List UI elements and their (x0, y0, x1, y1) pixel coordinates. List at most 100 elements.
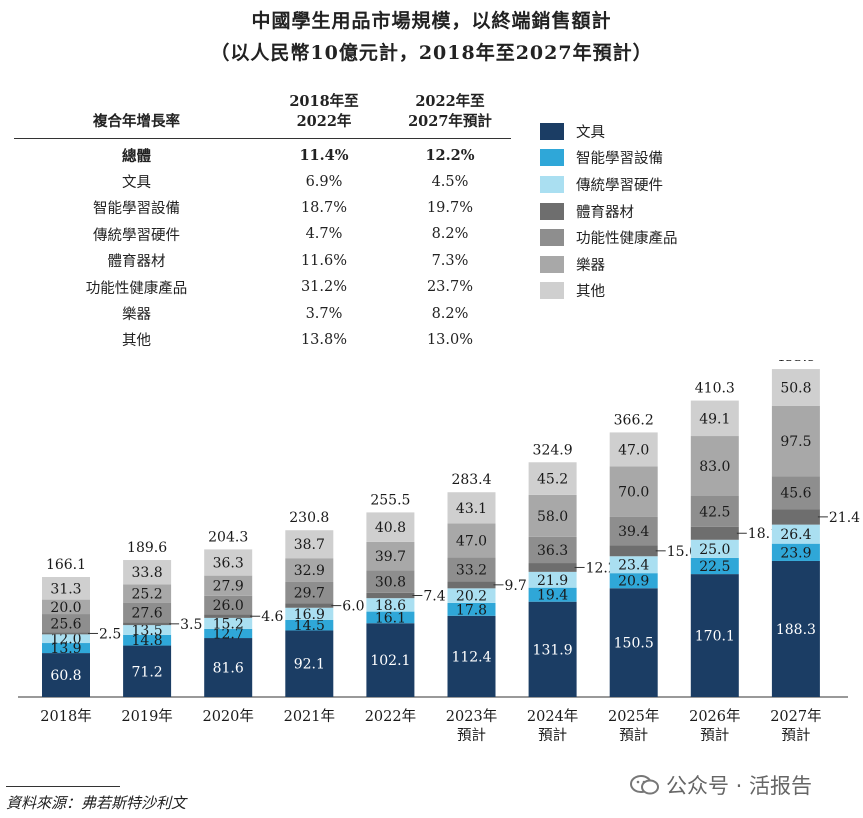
bar-segment (285, 603, 334, 608)
data-label: 97.5 (780, 434, 811, 450)
bar-segment (447, 588, 496, 603)
data-label: 26.0 (213, 598, 244, 614)
cagr-value: 11.4% (299, 146, 349, 164)
cagr-row: 文具 6.9% 4.5% (14, 168, 511, 194)
bar-segment (366, 541, 415, 571)
bar-segment (447, 581, 496, 589)
bar-segment (123, 622, 172, 626)
total-label: 189.6 (127, 540, 167, 556)
bar-segment (285, 581, 334, 604)
data-label: 39.4 (618, 524, 649, 540)
legend-label: 智能學習設備 (576, 151, 663, 168)
data-label: 6.0 (342, 599, 364, 615)
cagr-value: 3.7% (305, 305, 343, 322)
cagr-value: 6.9% (305, 173, 343, 190)
legend-label: 傳統學習硬件 (576, 177, 663, 194)
total-label: 230.8 (289, 510, 329, 526)
data-label: 22.5 (699, 559, 730, 575)
data-label: 33.2 (456, 562, 487, 578)
data-label: 47.0 (456, 533, 487, 549)
cagr-value: 12.2% (425, 146, 475, 164)
bar-segment (447, 523, 496, 558)
data-label: 188.3 (776, 622, 816, 638)
data-label: 12.2 (586, 560, 617, 576)
bar-segment (42, 614, 90, 633)
data-label: 27.9 (213, 579, 244, 595)
source-divider (6, 786, 120, 787)
data-label: 170.1 (695, 629, 735, 645)
bar-segment (285, 558, 334, 582)
category-label: 2019年 (121, 708, 172, 725)
total-label: 283.4 (451, 472, 491, 488)
bar-segment (204, 575, 253, 596)
data-label: 83.0 (699, 459, 730, 475)
bar-segment (528, 462, 577, 495)
legend-item: 傳統學習硬件 (540, 171, 678, 198)
cagr-value: 4.7% (305, 226, 343, 243)
data-label: 31.3 (50, 581, 81, 597)
bar-segment (123, 634, 172, 646)
cagr-row: 體育器材 11.6% 7.3% (14, 248, 511, 274)
legend-item: 體育器材 (540, 198, 678, 225)
legend-label: 體育器材 (576, 204, 634, 221)
category-label: 預計 (700, 727, 729, 744)
bar-segment (771, 369, 820, 406)
bar-segment (123, 602, 172, 623)
bar-segment (771, 560, 820, 697)
total-label: 410.3 (695, 381, 735, 397)
legend-swatch (540, 122, 564, 140)
bar-segment (123, 584, 172, 603)
cagr-value: 18.7% (300, 199, 348, 216)
bar-segment (690, 436, 739, 497)
legend-swatch (540, 282, 564, 300)
bar-segment (528, 601, 577, 697)
total-label: 324.9 (533, 442, 573, 458)
cagr-row: 功能性健康產品 31.2% 23.7% (14, 274, 511, 300)
data-label: 49.1 (699, 411, 730, 427)
bar-segment (609, 573, 658, 589)
data-label: 39.7 (375, 549, 406, 565)
data-label: 42.5 (699, 504, 730, 520)
data-label: 9.7 (505, 578, 527, 594)
bar-segment (609, 545, 658, 557)
bar-segment (528, 571, 577, 588)
bar-segment (42, 576, 90, 600)
cagr-row: 總體 11.4% 12.2% (14, 139, 511, 169)
legend-swatch (540, 255, 564, 273)
category-label: 預計 (538, 727, 567, 744)
cagr-row-label: 文具 (122, 175, 151, 192)
data-label: 60.8 (50, 668, 81, 684)
bar-segment (285, 619, 334, 631)
bar-segment (447, 492, 496, 524)
data-label: 16.1 (375, 610, 406, 626)
bar-segment (609, 556, 658, 574)
data-label: 38.7 (294, 537, 325, 553)
data-label: 19.4 (537, 588, 568, 604)
data-label: 20.0 (50, 600, 81, 616)
bar-segment (204, 549, 253, 576)
data-label: 29.7 (294, 586, 325, 602)
category-label: 預計 (619, 727, 648, 744)
cagr-value: 11.6% (300, 252, 348, 269)
data-label: 70.0 (618, 485, 649, 501)
data-label: 92.1 (294, 657, 325, 673)
cagr-table-header: 複合年增長率 2018年至 2022年 2022年至 2027年預計 (14, 92, 511, 139)
data-label: 45.2 (537, 472, 568, 488)
cagr-row-label: 傳統學習硬件 (93, 227, 180, 244)
cagr-value: 8.2% (431, 226, 469, 243)
cagr-header-period2: 2022年至 2027年預計 (408, 93, 492, 130)
cagr-row: 智能學習設備 18.7% 19.7% (14, 195, 511, 221)
category-label: 2018年 (40, 708, 91, 725)
data-label: 18.1 (748, 526, 779, 542)
data-label: 58.0 (537, 509, 568, 525)
total-label: 366.2 (614, 412, 654, 428)
cagr-row-label: 智能學習設備 (93, 201, 180, 218)
cagr-row-label: 樂器 (122, 307, 151, 324)
bar-segment (528, 494, 577, 537)
cagr-value: 4.5% (431, 173, 469, 190)
bar-segment (690, 574, 739, 697)
bar-segment (609, 432, 658, 467)
data-label: 33.8 (132, 565, 163, 581)
legend-swatch (540, 202, 564, 220)
bar-segment (204, 595, 253, 615)
